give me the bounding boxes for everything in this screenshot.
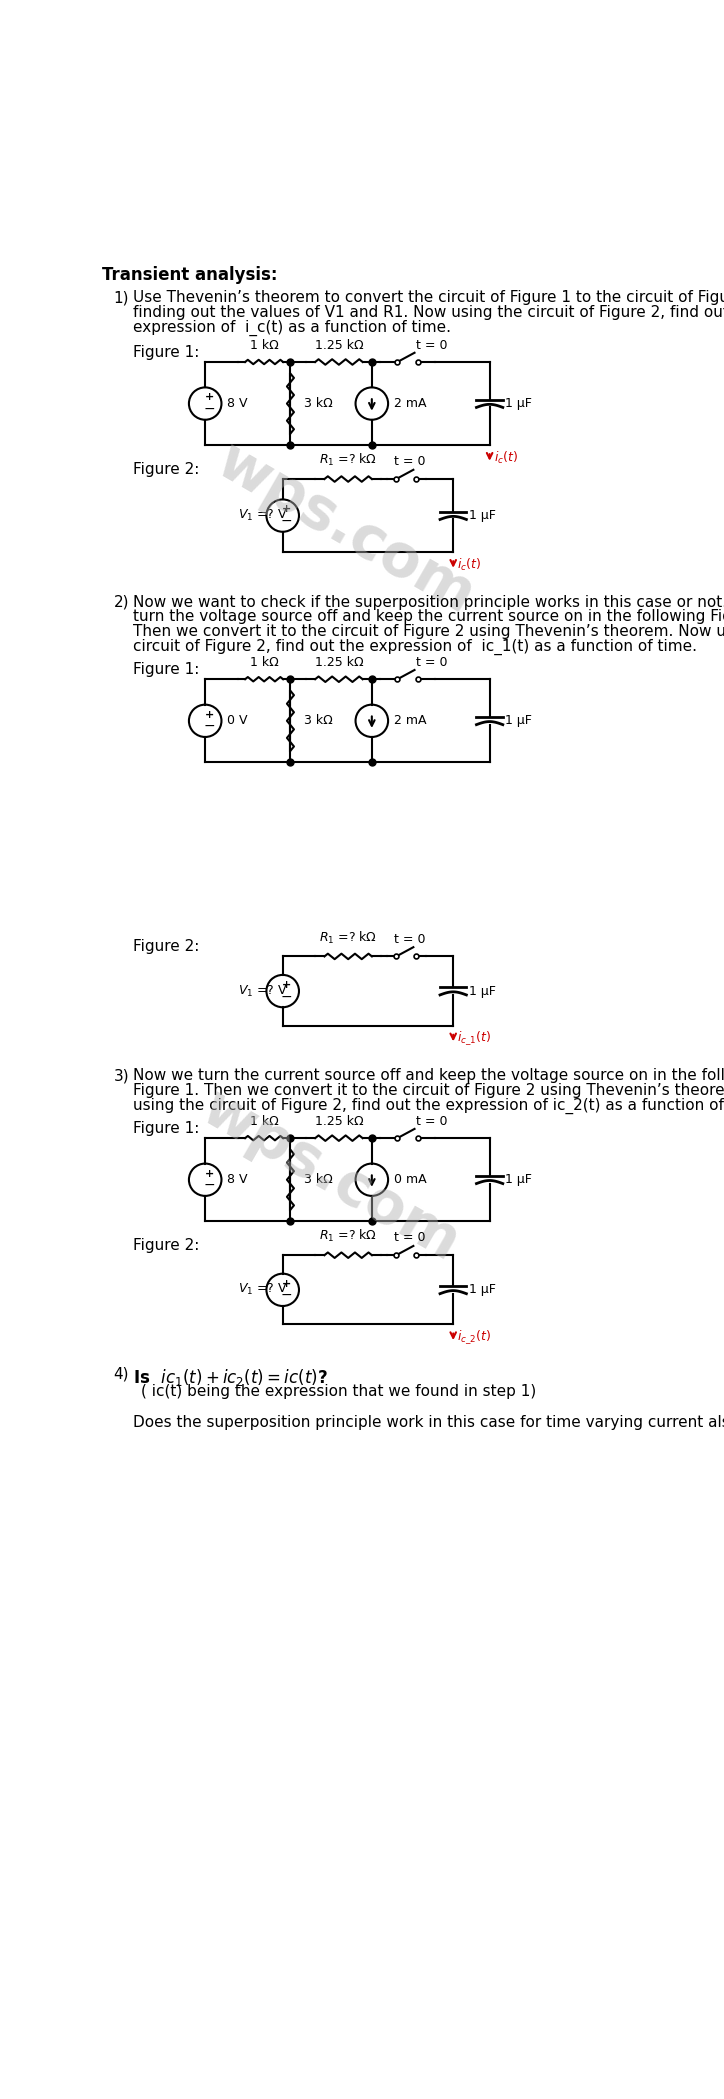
Text: $R_1$ =? kΩ: $R_1$ =? kΩ bbox=[319, 930, 377, 947]
Text: 3 kΩ: 3 kΩ bbox=[304, 1173, 333, 1186]
Text: $R_1$ =? kΩ: $R_1$ =? kΩ bbox=[319, 1228, 377, 1245]
Text: $V_1$ =? V: $V_1$ =? V bbox=[237, 1282, 287, 1297]
Text: 1 kΩ: 1 kΩ bbox=[250, 338, 279, 353]
Text: −: − bbox=[281, 989, 292, 1003]
Text: −: − bbox=[203, 720, 215, 733]
Text: +: + bbox=[282, 1278, 291, 1289]
Text: t = 0: t = 0 bbox=[416, 338, 447, 353]
Text: t = 0: t = 0 bbox=[395, 932, 426, 947]
Text: t = 0: t = 0 bbox=[395, 455, 426, 468]
Text: Figure 1:: Figure 1: bbox=[133, 344, 200, 361]
Text: 2 mA: 2 mA bbox=[394, 714, 426, 728]
Text: expression of  i_c(t) as a function of time.: expression of i_c(t) as a function of ti… bbox=[133, 319, 451, 336]
Text: Figure 2:: Figure 2: bbox=[133, 462, 200, 476]
Text: +: + bbox=[282, 980, 291, 991]
Text: Figure 1:: Figure 1: bbox=[133, 1121, 200, 1136]
Text: $V_1$ =? V: $V_1$ =? V bbox=[237, 984, 287, 999]
Text: 0 mA: 0 mA bbox=[394, 1173, 426, 1186]
Text: 3): 3) bbox=[114, 1068, 130, 1083]
Text: 8 V: 8 V bbox=[227, 397, 248, 409]
Text: 1 kΩ: 1 kΩ bbox=[250, 1115, 279, 1127]
Text: −: − bbox=[203, 403, 215, 416]
Text: 1 μF: 1 μF bbox=[468, 510, 495, 523]
Text: −: − bbox=[281, 514, 292, 529]
Text: t = 0: t = 0 bbox=[416, 657, 447, 670]
Text: 3 kΩ: 3 kΩ bbox=[304, 397, 333, 409]
Text: +: + bbox=[204, 1169, 214, 1178]
Text: t = 0: t = 0 bbox=[416, 1115, 447, 1127]
Text: 2): 2) bbox=[114, 594, 130, 609]
Text: −: − bbox=[281, 1289, 292, 1301]
Text: 1 μF: 1 μF bbox=[505, 714, 532, 728]
Text: using the circuit of Figure 2, find out the expression of ic_2(t) as a function : using the circuit of Figure 2, find out … bbox=[133, 1098, 724, 1115]
Text: Figure 2:: Figure 2: bbox=[133, 940, 200, 955]
Text: $i_c(t)$: $i_c(t)$ bbox=[494, 449, 518, 466]
Text: Figure 1:: Figure 1: bbox=[133, 663, 200, 678]
Text: 1 μF: 1 μF bbox=[468, 984, 495, 997]
Text: 1.25 kΩ: 1.25 kΩ bbox=[314, 657, 363, 670]
Text: Is  $ic_1(t) + ic_2(t) = ic(t)$?: Is $ic_1(t) + ic_2(t) = ic(t)$? bbox=[133, 1366, 328, 1387]
Text: Figure 2:: Figure 2: bbox=[133, 1238, 200, 1253]
Text: $V_1$ =? V: $V_1$ =? V bbox=[237, 508, 287, 523]
Text: $R_1$ =? kΩ: $R_1$ =? kΩ bbox=[319, 451, 377, 468]
Text: $i_{c\_1}(t)$: $i_{c\_1}(t)$ bbox=[457, 1029, 492, 1047]
Text: $i_c(t)$: $i_c(t)$ bbox=[457, 556, 481, 573]
Text: $i_{c\_2}(t)$: $i_{c\_2}(t)$ bbox=[457, 1329, 492, 1345]
Text: ( ic(t) being the expression that we found in step 1): ( ic(t) being the expression that we fou… bbox=[141, 1383, 536, 1398]
Text: Now we turn the current source off and keep the voltage source on in the followi: Now we turn the current source off and k… bbox=[133, 1068, 724, 1083]
Text: 1 kΩ: 1 kΩ bbox=[250, 657, 279, 670]
Text: 4): 4) bbox=[114, 1366, 130, 1381]
Text: Transient analysis:: Transient analysis: bbox=[102, 267, 277, 283]
Text: 1 μF: 1 μF bbox=[468, 1282, 495, 1297]
Text: Figure 1. Then we convert it to the circuit of Figure 2 using Thevenin’s theorem: Figure 1. Then we convert it to the circ… bbox=[133, 1083, 724, 1098]
Text: 0 V: 0 V bbox=[227, 714, 248, 728]
Text: −: − bbox=[203, 1178, 215, 1192]
Text: 1 μF: 1 μF bbox=[505, 397, 532, 409]
Text: 1.25 kΩ: 1.25 kΩ bbox=[314, 1115, 363, 1127]
Text: Use Thevenin’s theorem to convert the circuit of Figure 1 to the circuit of Figu: Use Thevenin’s theorem to convert the ci… bbox=[133, 290, 724, 304]
Text: 1.25 kΩ: 1.25 kΩ bbox=[314, 338, 363, 353]
Text: wps.com: wps.com bbox=[192, 1079, 470, 1274]
Text: 3 kΩ: 3 kΩ bbox=[304, 714, 333, 728]
Text: +: + bbox=[204, 709, 214, 720]
Text: t = 0: t = 0 bbox=[395, 1232, 426, 1245]
Text: 1 μF: 1 μF bbox=[505, 1173, 532, 1186]
Text: +: + bbox=[282, 504, 291, 514]
Text: turn the voltage source off and keep the current source on in the following Figu: turn the voltage source off and keep the… bbox=[133, 609, 724, 623]
Text: +: + bbox=[204, 393, 214, 403]
Text: 2 mA: 2 mA bbox=[394, 397, 426, 409]
Text: finding out the values of V1 and R1. Now using the circuit of Figure 2, find out: finding out the values of V1 and R1. Now… bbox=[133, 304, 724, 319]
Text: Now we want to check if the superposition principle works in this case or not. F: Now we want to check if the superpositio… bbox=[133, 594, 724, 609]
Text: Then we convert it to the circuit of Figure 2 using Thevenin’s theorem. Now usin: Then we convert it to the circuit of Fig… bbox=[133, 623, 724, 638]
Text: 1): 1) bbox=[114, 290, 130, 304]
Text: wps.com: wps.com bbox=[207, 432, 485, 626]
Text: Does the superposition principle work in this case for time varying current also: Does the superposition principle work in… bbox=[133, 1415, 724, 1429]
Text: 8 V: 8 V bbox=[227, 1173, 248, 1186]
Text: circuit of Figure 2, find out the expression of  ic_1(t) as a function of time.: circuit of Figure 2, find out the expres… bbox=[133, 638, 697, 655]
